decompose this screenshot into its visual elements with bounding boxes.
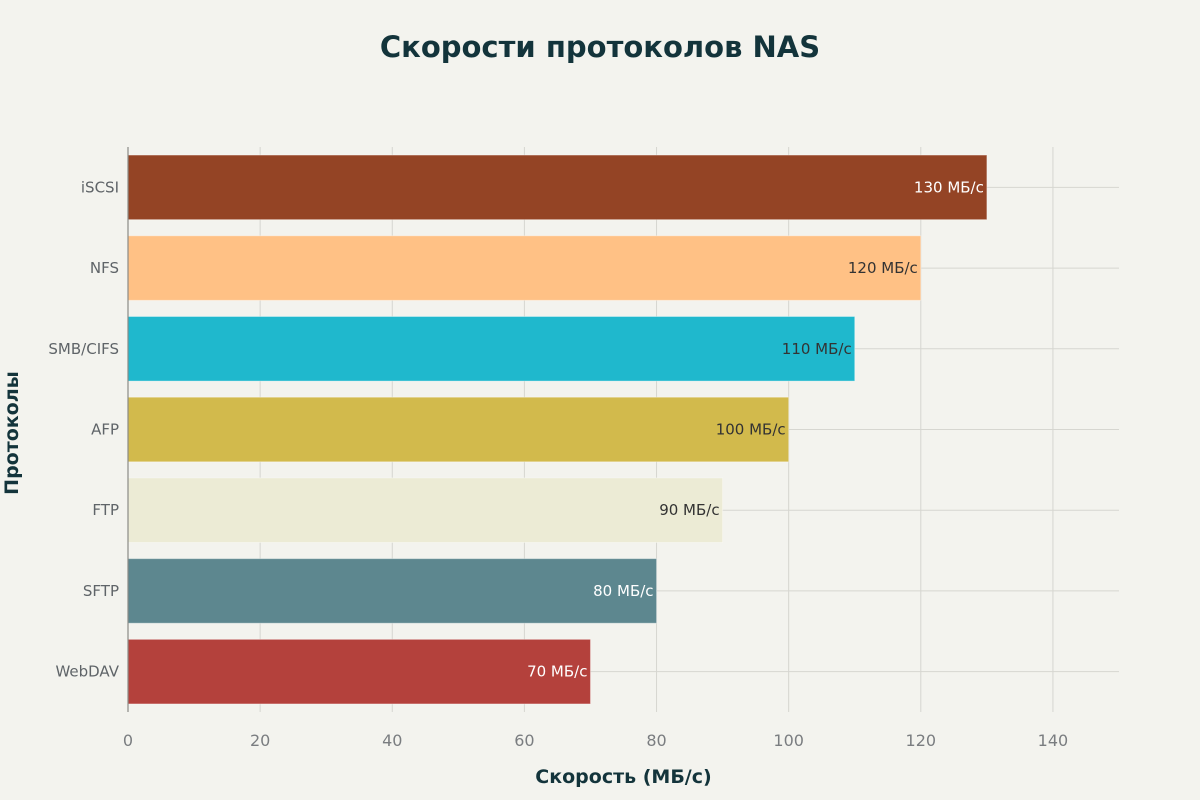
x-tick-label: 20 bbox=[250, 731, 270, 750]
x-tick-label: 100 bbox=[773, 731, 804, 750]
category-label: FTP bbox=[92, 501, 119, 519]
category-label: AFP bbox=[91, 421, 119, 439]
bars bbox=[127, 154, 988, 705]
data-label: 90 МБ/с bbox=[659, 501, 719, 519]
x-tick-label: 40 bbox=[382, 731, 402, 750]
bar bbox=[127, 396, 790, 463]
bar bbox=[127, 154, 988, 221]
data-label: 130 МБ/с bbox=[914, 178, 984, 196]
data-label: 110 МБ/с bbox=[782, 340, 852, 358]
x-tick-label: 120 bbox=[906, 731, 937, 750]
x-tick-label: 60 bbox=[514, 731, 534, 750]
data-label: 100 МБ/с bbox=[716, 421, 786, 439]
bar bbox=[127, 477, 724, 543]
bar bbox=[127, 316, 856, 382]
axes: 0 20 40 60 80 100 120 140 bbox=[123, 147, 1068, 750]
bar bbox=[127, 638, 591, 705]
x-tick-label: 0 bbox=[123, 731, 133, 750]
labels: iSCSI 130 МБ/с NFS 120 МБ/с SMB/CIFS 110 МБ/с… bbox=[48, 178, 983, 680]
bar bbox=[127, 235, 922, 301]
category-label: SFTP bbox=[83, 582, 119, 600]
category-label: iSCSI bbox=[81, 178, 119, 196]
chart-title: Скорости протоколов NAS bbox=[379, 30, 821, 64]
bar bbox=[127, 558, 658, 624]
category-label: NFS bbox=[90, 259, 119, 277]
x-tick-label: 80 bbox=[646, 731, 666, 750]
category-label: SMB/CIFS bbox=[48, 340, 119, 358]
data-label: 120 МБ/с bbox=[848, 259, 918, 277]
x-axis-title: Скорость (МБ/с) bbox=[535, 766, 712, 788]
category-label: WebDAV bbox=[55, 663, 119, 681]
data-label: 80 МБ/с bbox=[593, 582, 653, 600]
data-label: 70 МБ/с bbox=[527, 663, 587, 681]
x-tick-label: 140 bbox=[1038, 731, 1069, 750]
